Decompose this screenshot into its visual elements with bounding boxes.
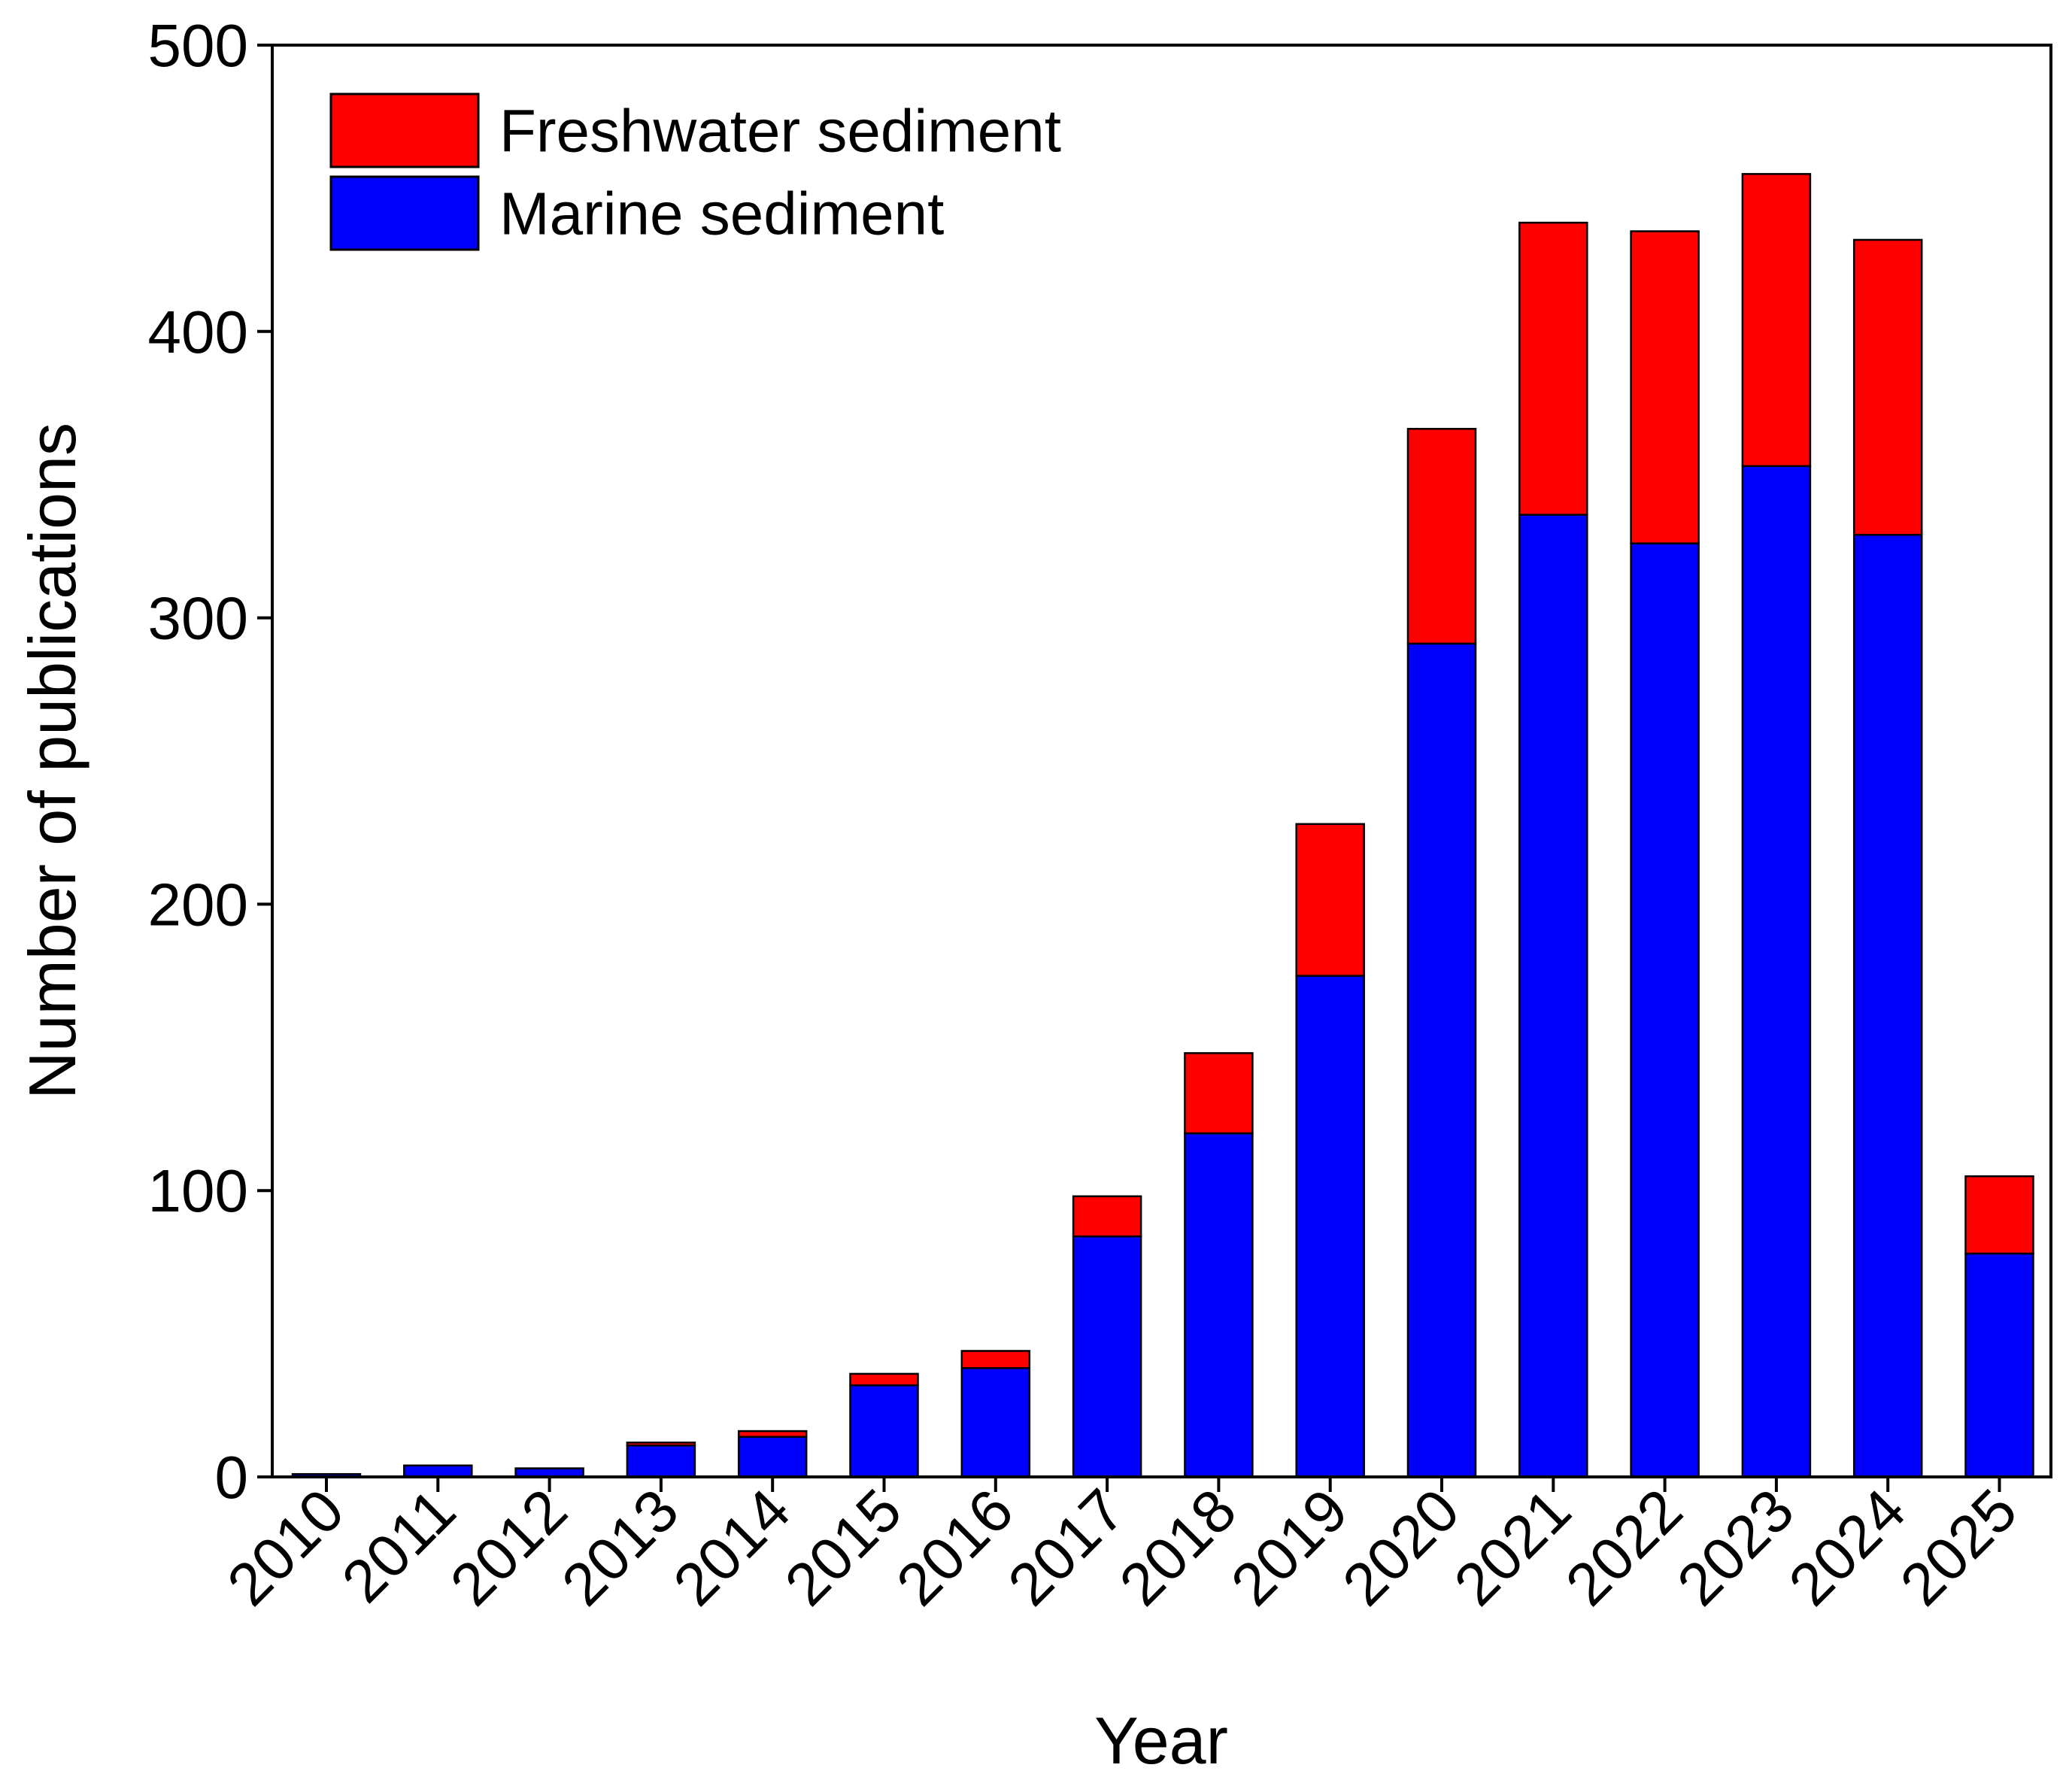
bar-freshwater-sediment-2015 — [849, 1372, 919, 1387]
y-tick-label: 100 — [148, 1157, 248, 1224]
legend-label-freshwater-sediment: Freshwater sediment — [499, 98, 1061, 165]
bar-marine-sediment-2016 — [960, 1367, 1031, 1478]
bar-marine-sediment-2015 — [849, 1384, 919, 1478]
y-tick-label: 400 — [148, 299, 248, 365]
bars-layer — [291, 173, 2034, 1478]
x-tick-label: 2024 — [1776, 1476, 1918, 1618]
x-tick-label: 2013 — [549, 1476, 691, 1618]
x-tick-label: 2019 — [1218, 1476, 1361, 1618]
bar-marine-sediment-2022 — [1630, 542, 1700, 1478]
x-axis: 2010201120122013201420152016201720182019… — [214, 1476, 2029, 1618]
bar-marine-sediment-2014 — [737, 1436, 808, 1478]
x-tick-label: 2025 — [1888, 1476, 2030, 1618]
legend-swatch-marine-sediment — [329, 175, 480, 251]
plot-area-frame — [271, 44, 2052, 1478]
bar-marine-sediment-2021 — [1518, 514, 1588, 1478]
bar-freshwater-sediment-2017 — [1072, 1195, 1142, 1238]
x-tick-label: 2022 — [1553, 1476, 1695, 1618]
bar-freshwater-sediment-2013 — [626, 1442, 696, 1447]
x-tick-label: 2015 — [772, 1476, 915, 1618]
bar-freshwater-sediment-2018 — [1184, 1052, 1254, 1135]
bar-freshwater-sediment-2016 — [960, 1350, 1031, 1369]
y-axis-title: Number of publications — [15, 423, 89, 1099]
x-tick-label: 2011 — [329, 1476, 469, 1615]
legend: Freshwater sediment Marine sediment — [329, 92, 1061, 251]
bar-marine-sediment-2017 — [1072, 1235, 1142, 1478]
bar-freshwater-sediment-2019 — [1295, 823, 1365, 977]
y-axis: 0 100 200 300 400 500 — [148, 12, 272, 1511]
bar-marine-sediment-2013 — [626, 1444, 696, 1478]
bar-marine-sediment-2020 — [1406, 642, 1477, 1478]
bar-freshwater-sediment-2021 — [1518, 221, 1588, 516]
x-axis-title: Year — [1094, 1703, 1228, 1778]
bar-freshwater-sediment-2022 — [1630, 230, 1700, 544]
bar-freshwater-sediment-2014 — [737, 1430, 808, 1438]
x-tick-label: 2016 — [884, 1476, 1026, 1618]
bar-marine-sediment-2019 — [1295, 975, 1365, 1478]
bar-marine-sediment-2024 — [1852, 533, 1923, 1478]
x-tick-label: 2017 — [995, 1476, 1137, 1618]
bar-marine-sediment-2025 — [1964, 1252, 2034, 1478]
x-tick-label: 2021 — [1442, 1476, 1584, 1618]
y-tick-label: 200 — [148, 871, 248, 938]
legend-swatch-freshwater-sediment — [329, 92, 480, 168]
bar-marine-sediment-2023 — [1741, 465, 1812, 1478]
x-tick-label: 2020 — [1330, 1476, 1472, 1618]
x-tick-label: 2023 — [1664, 1476, 1807, 1618]
x-tick-label: 2018 — [1107, 1476, 1249, 1618]
y-tick-label: 500 — [148, 12, 248, 79]
y-tick-label: 0 — [215, 1444, 249, 1511]
x-tick-label: 2012 — [438, 1476, 580, 1618]
bar-marine-sediment-2011 — [403, 1464, 473, 1478]
bar-freshwater-sediment-2020 — [1406, 428, 1477, 645]
x-tick-label: 2014 — [660, 1476, 802, 1618]
bar-freshwater-sediment-2024 — [1852, 238, 1923, 536]
y-tick-label: 300 — [148, 585, 248, 652]
bar-marine-sediment-2018 — [1184, 1132, 1254, 1478]
bar-freshwater-sediment-2025 — [1964, 1175, 2034, 1255]
bar-freshwater-sediment-2023 — [1741, 173, 1812, 468]
legend-label-marine-sediment: Marine sediment — [499, 180, 944, 247]
